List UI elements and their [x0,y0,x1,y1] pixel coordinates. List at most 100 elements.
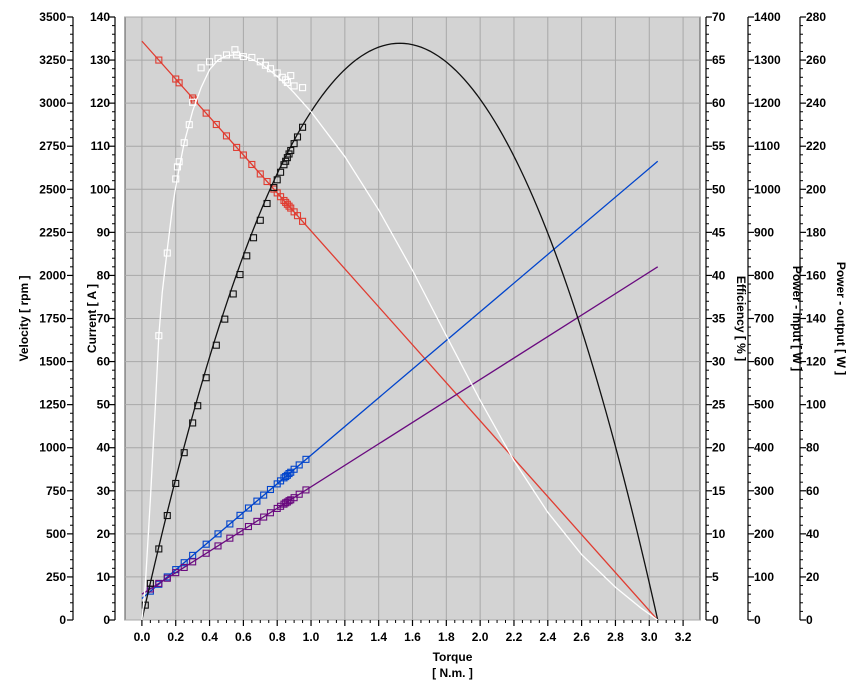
velocity-tick-label: 250 [46,570,66,584]
series-efficiency-point [180,139,188,147]
series-efficiency-point [173,163,181,171]
power_input-tick-label: 100 [754,570,774,584]
power_output-tick-label: 220 [806,139,826,153]
power_output-tick-label: 180 [806,225,826,239]
power_input-tick-label: 700 [754,312,774,326]
x-axis: 0.0 0.2 0.4 0.6 0.8 1.0 1.2 1.4 1.6 1.8 2.0 2.2 2.4 2… [134,620,692,644]
current-tick-label: 70 [97,312,111,326]
current-tick-label: 110 [91,139,111,153]
series-velocity-point [256,170,264,178]
series-power_output-point [256,216,264,224]
series-power_input-point [236,528,244,536]
velocity-tick-label: 500 [46,527,66,541]
series-efficiency-point [273,69,281,77]
velocity-tick-label: 2000 [39,268,66,282]
series-efficiency-point [248,53,256,62]
series-current-point [285,470,293,478]
series-efficiency-point [185,121,193,129]
efficiency-tick-label: 10 [712,527,726,541]
series-power_output-point [236,271,244,279]
series-power_output-point [270,184,278,192]
series-power_output-point [287,146,295,155]
x-tick-label: 2.2 [506,630,523,644]
x-axis-title: Torque [433,650,473,664]
series-current-point [266,485,274,494]
efficiency-tick-label: 45 [712,225,726,239]
series-power_output-point [243,252,251,260]
x-tick-label: 0.0 [134,630,151,644]
power_input-tick-label: 900 [754,225,774,239]
series-velocity-point [263,177,271,186]
series-power_input-point [180,563,188,572]
series-efficiency-point [283,78,291,87]
current-tick-label: 130 [90,53,110,67]
current-tick-label: 140 [90,10,110,24]
power_output-tick-label: 0 [806,613,813,627]
power_output-tick-label: 200 [806,182,826,196]
series-layer [141,40,659,620]
power_input-tick-label: 600 [754,355,774,369]
x-tick-label: 0.2 [167,630,184,644]
series-current-point [226,520,234,528]
current-tick-label: 50 [97,398,111,412]
series-efficiency-point [189,98,197,106]
efficiency-tick-label: 65 [712,53,726,67]
current-tick-label: 0 [103,613,110,627]
current-tick-label: 60 [97,355,111,369]
series-power_output-point [141,601,149,609]
current-axis-title: Current [ A ] [85,284,99,353]
current-tick-label: 80 [97,268,111,282]
efficiency-tick-label: 5 [712,570,719,584]
right-axes: 0 5 10 15 20 25 30 35 40 45 50 55 60 65 70 Efficiency [… [705,10,846,627]
series-velocity-point [233,143,241,151]
x-tick-label: 0.4 [201,630,218,644]
series-power_input-point [295,490,303,498]
series-velocity-point [175,79,183,87]
series-velocity-point [155,56,163,64]
x-tick-label: 0.8 [269,630,286,644]
series-efficiency-point [231,46,239,54]
series-efficiency-point [172,175,180,183]
series-power_input-point [172,569,180,577]
power_input-tick-label: 500 [754,398,774,412]
power_output-tick-label: 20 [806,570,820,584]
x-tick-label: 3.2 [675,630,692,644]
series-power_input-point [302,486,310,494]
series-current-point [180,559,188,567]
x-tick-label: 1.4 [370,630,387,644]
series-velocity-line [141,40,659,620]
efficiency-tick-label: 20 [712,441,726,455]
current-tick-label: 90 [97,225,111,239]
series-power_input-point [202,549,210,557]
series-current-point [260,491,268,499]
x-tick-label: 1.6 [404,630,421,644]
velocity-tick-label: 1750 [39,312,66,326]
power_output-tick-label: 120 [806,355,826,369]
series-power_output-point [212,341,220,349]
velocity-tick-label: 3500 [39,10,66,24]
efficiency-axis-title: Efficiency [ % ] [734,276,748,361]
current-tick-label: 10 [97,570,111,584]
efficiency-tick-label: 0 [712,613,719,627]
series-efficiency-point [214,54,222,62]
series-power_output-point [194,402,202,410]
power_output-tick-label: 100 [806,398,826,412]
series-current-point [295,461,303,469]
velocity-tick-label: 3250 [39,53,66,67]
series-velocity-point [293,212,302,220]
velocity-tick-label: 1250 [39,398,66,412]
series-power_output-point [202,374,210,382]
power_input-tick-label: 1000 [754,182,781,196]
series-efficiency-point [197,64,205,72]
series-velocity-point [299,217,307,225]
efficiency-tick-label: 35 [712,312,726,326]
x-tick-label: 1.8 [438,630,455,644]
velocity-tick-label: 2250 [39,225,66,239]
efficiency-tick-label: 70 [712,10,726,24]
x-tick-label: 1.2 [337,630,354,644]
power_input-tick-label: 1400 [754,10,781,24]
current-tick-label: 40 [97,441,111,455]
series-power_output-point [273,176,281,184]
series-power_input-point [226,534,234,542]
